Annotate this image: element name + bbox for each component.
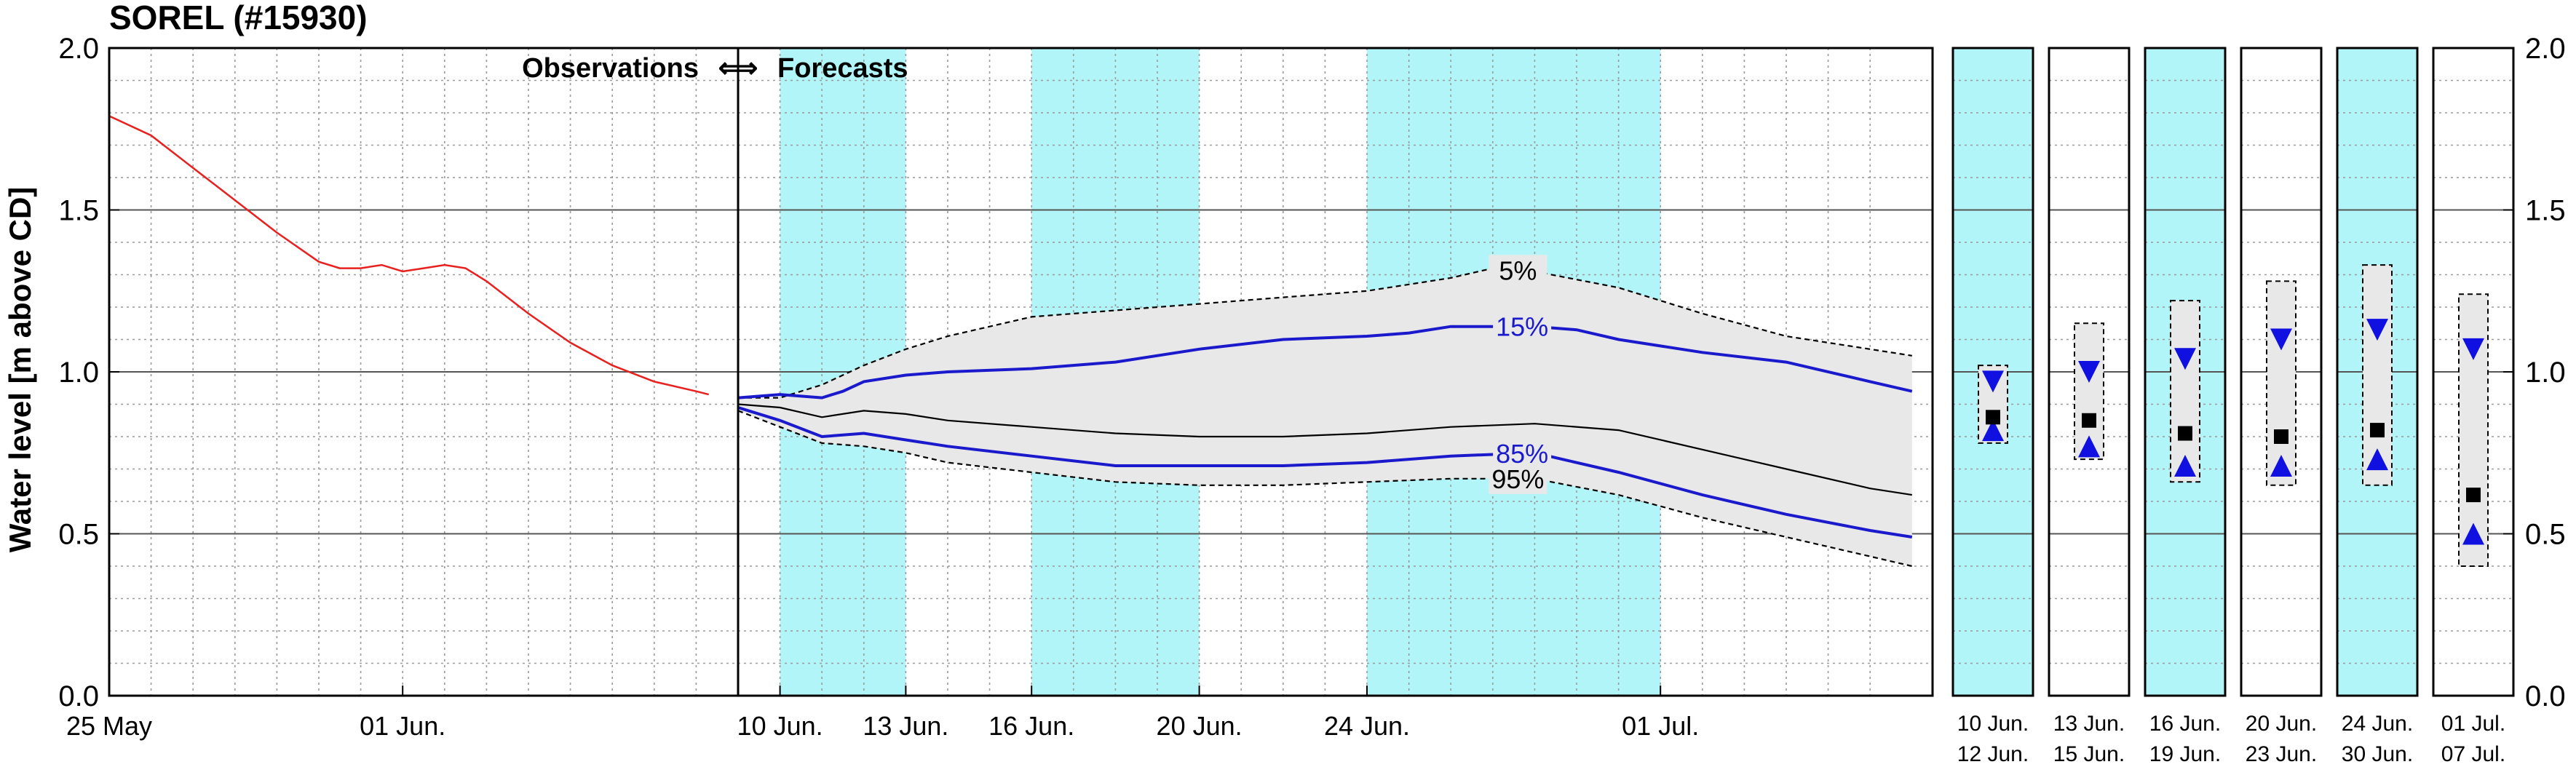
period-15pct-marker	[2174, 348, 2196, 370]
period-panel-frame	[2240, 47, 2323, 697]
period-15pct-marker	[2366, 319, 2388, 341]
y-tick-label: 0.5	[58, 519, 99, 551]
x-tick-label: 01 Jun.	[360, 711, 445, 741]
series-line-85pct	[737, 406, 1913, 539]
series-label-bg	[1489, 255, 1547, 286]
right-y-tick-label: 2.0	[2525, 33, 2566, 65]
period-median-marker	[2466, 488, 2481, 503]
period-label-end: 23 Jun.	[2246, 742, 2317, 766]
period-label-end: 30 Jun.	[2342, 742, 2413, 766]
period-panel-frame	[2336, 47, 2419, 697]
period-panel-4: 24 Jun. 30 Jun.	[2336, 47, 2419, 766]
series-line-50pct	[737, 403, 1912, 496]
period-panel-frame	[1951, 47, 2034, 697]
period-85pct-marker	[1982, 419, 2004, 442]
period-85pct-marker	[2366, 448, 2388, 471]
divider-arrow: ⟺	[718, 53, 758, 84]
right-y-tick-label: 1.0	[2525, 357, 2566, 389]
period-panel-frame	[2048, 47, 2131, 697]
forecasts-label: Forecasts	[777, 53, 908, 84]
period-85pct-marker	[2462, 522, 2484, 545]
period-panel-0: 10 Jun. 12 Jun.	[1951, 47, 2034, 766]
period-median-marker	[2178, 426, 2192, 441]
period-median-marker	[1986, 410, 2000, 425]
period-panel-frame	[2144, 47, 2227, 697]
period-median-marker	[2274, 429, 2288, 444]
series-line-95pct	[737, 410, 1913, 568]
x-tick-label: 10 Jun.	[737, 711, 823, 741]
x-tick-label: 16 Jun.	[988, 711, 1074, 741]
period-label-start: 16 Jun.	[2149, 712, 2221, 736]
observation-line	[108, 115, 710, 396]
period-85pct-marker	[2078, 435, 2100, 458]
period-median-marker	[2082, 413, 2096, 428]
observations-label: Observations	[522, 53, 699, 84]
period-85pct-marker	[2174, 455, 2196, 477]
series-line-15pct	[737, 325, 1913, 400]
series-label: 95%	[1491, 464, 1544, 494]
grid	[109, 48, 1933, 696]
chart-title: SOREL (#15930)	[109, 0, 368, 36]
y-tick-label: 2.0	[58, 33, 99, 65]
period-label-end: 07 Jul.	[2441, 742, 2505, 766]
series-label-bg	[1493, 311, 1552, 342]
period-label-start: 20 Jun.	[2246, 712, 2317, 736]
period-label-start: 01 Jul.	[2441, 712, 2505, 736]
period-panel-1: 13 Jun. 15 Jun.	[2048, 47, 2131, 766]
x-tick-label: 13 Jun.	[863, 711, 948, 741]
right-y-tick-label: 0.0	[2525, 680, 2566, 712]
period-15pct-marker	[1982, 370, 2004, 393]
period-label-start: 10 Jun.	[1957, 712, 2029, 736]
period-15pct-marker	[2078, 361, 2100, 383]
series-line-5pct	[738, 267, 1912, 399]
period-label-end: 12 Jun.	[1957, 742, 2029, 766]
period-label-start: 13 Jun.	[2053, 712, 2125, 736]
x-tick-label: 20 Jun.	[1157, 711, 1243, 741]
period-median-marker	[2370, 423, 2385, 438]
axis-text: SOREL (#15930) Water level [m above CD] …	[3, 0, 1699, 741]
period-15pct-marker	[2270, 328, 2292, 351]
period-panels: 10 Jun. 12 Jun. 13 Jun. 15 Jun. 16 Jun. 19 Ju…	[1951, 33, 2566, 766]
x-tick-label: 24 Jun.	[1324, 711, 1410, 741]
period-range-box	[2266, 280, 2296, 486]
x-tick-label: 01 Jul.	[1622, 711, 1699, 741]
period-panel-2: 16 Jun. 19 Jun.	[2144, 47, 2227, 766]
y-axis-label: Water level [m above CD]	[3, 187, 37, 553]
main-plot: 5%15%85%95%Observations ⟺ Forecasts	[108, 47, 1934, 697]
period-15pct-marker	[2462, 338, 2484, 360]
period-label-end: 15 Jun.	[2053, 742, 2125, 766]
period-label-end: 19 Jun.	[2149, 742, 2221, 766]
period-panel-3: 20 Jun. 23 Jun.	[2240, 47, 2323, 766]
x-tick-label: 25 May	[66, 711, 152, 741]
series-label: 5%	[1499, 255, 1537, 285]
period-label-start: 24 Jun.	[2342, 712, 2413, 736]
series-label-bg	[1489, 463, 1547, 494]
period-85pct-marker	[2270, 455, 2292, 477]
right-y-tick-label: 0.5	[2525, 519, 2566, 551]
right-y-tick-label: 1.5	[2525, 195, 2566, 227]
y-tick-label: 0.0	[58, 680, 99, 712]
uncertainty-band	[738, 268, 1912, 566]
y-tick-label: 1.0	[58, 357, 99, 389]
period-range-box	[2170, 300, 2200, 483]
period-panel-5: 01 Jul. 07 Jul.	[2432, 47, 2515, 766]
y-tick-label: 1.5	[58, 195, 99, 227]
series-label: 15%	[1496, 312, 1548, 342]
